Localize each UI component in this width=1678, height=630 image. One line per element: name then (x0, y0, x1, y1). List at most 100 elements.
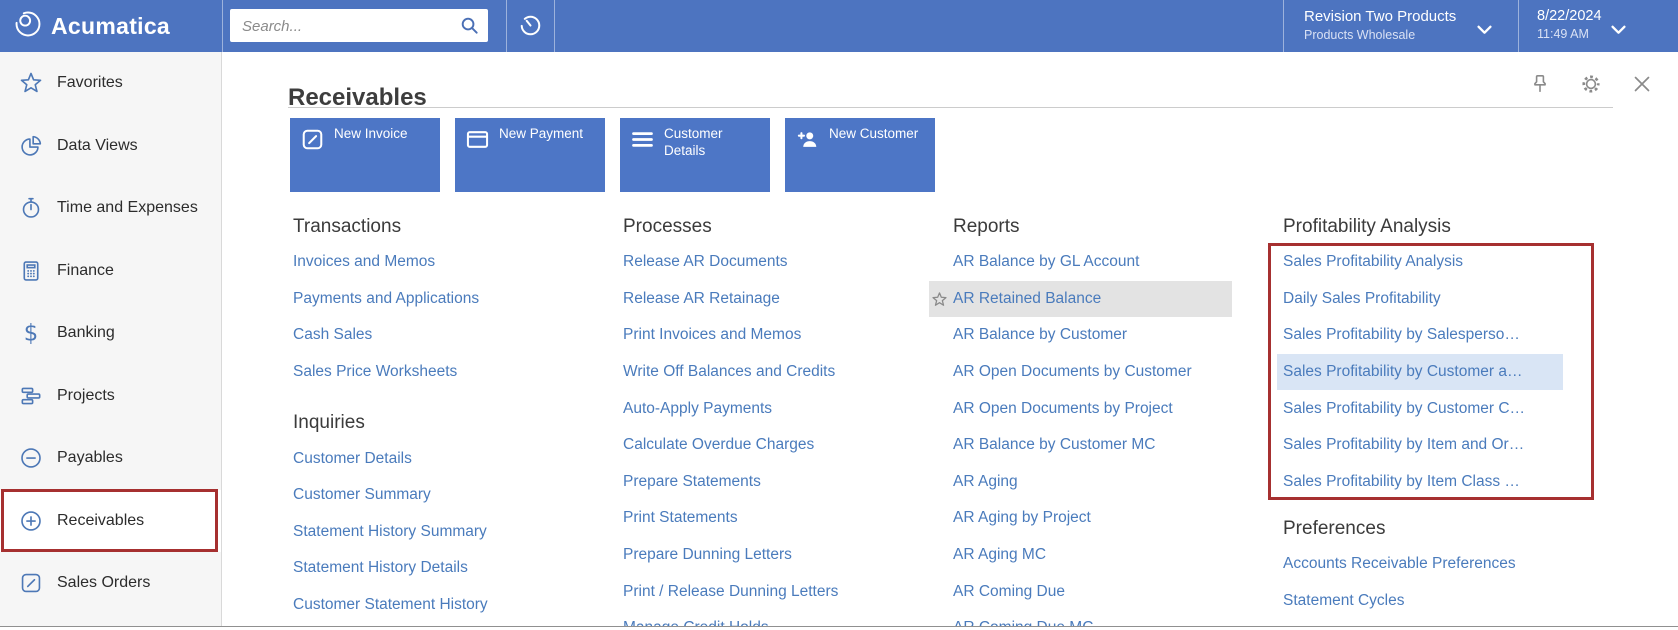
tile-new-customer[interactable]: New Customer (785, 118, 935, 192)
header-divider (288, 107, 1613, 108)
column-transactions-inquiries: Transactions Invoices and Memos Payments… (293, 210, 605, 623)
chevron-down-icon[interactable] (1611, 22, 1626, 40)
menu-link-label: AR Retained Balance (953, 289, 1102, 307)
column-processes: Processes Release AR Documents Release A… (623, 210, 935, 626)
menu-link[interactable]: Print Invoices and Memos (623, 326, 802, 344)
menu-link[interactable]: Statement History Summary (293, 522, 487, 540)
search-box (230, 9, 488, 43)
menu-link[interactable]: Payments and Applications (293, 289, 480, 307)
business-date: 8/22/2024 (1537, 8, 1602, 24)
menu-link[interactable]: Sales Profitability by Item Class … (1283, 472, 1520, 490)
menu-link[interactable]: Sales Profitability by Customer C… (1283, 399, 1526, 417)
menu-link[interactable]: Statement Cycles (1283, 592, 1405, 610)
menu-link[interactable]: Invoices and Memos (293, 253, 436, 271)
pie-chart-icon (17, 132, 44, 159)
topbar-divider (1283, 0, 1284, 52)
sidebar-item-label: Time and Expenses (57, 199, 198, 217)
menu-link[interactable]: AR Aging (953, 472, 1018, 490)
column-reports: Reports AR Balance by GL Account AR Reta… (929, 210, 1232, 626)
favorite-star-icon[interactable] (931, 291, 948, 313)
topbar-divider (1518, 0, 1519, 52)
quick-action-tiles: New Invoice New Payment Customer Details (290, 118, 935, 192)
tile-new-payment[interactable]: New Payment (455, 118, 605, 192)
sidebar-item-favorites[interactable]: Favorites (0, 52, 221, 115)
sidebar-item-finance[interactable]: Finance (0, 240, 221, 303)
menu-link[interactable]: Cash Sales (293, 326, 373, 344)
processes-list: Release AR Documents Release AR Retainag… (623, 244, 935, 626)
search-icon[interactable] (458, 14, 481, 42)
menu-link[interactable]: Customer Statement History (293, 596, 488, 614)
tile-label: New Payment (499, 126, 584, 141)
menu-link[interactable]: AR Balance by Customer (953, 326, 1128, 344)
column-profitability-preferences: Profitability Analysis Sales Profitabili… (1277, 210, 1563, 619)
menu-link[interactable]: Release AR Retainage (623, 289, 780, 307)
menu-link[interactable]: Accounts Receivable Preferences (1283, 555, 1516, 573)
menu-link[interactable]: AR Aging by Project (953, 509, 1091, 527)
add-customer-icon (794, 126, 821, 158)
sidebar-item-data-views[interactable]: Data Views (0, 115, 221, 178)
menu-link[interactable]: AR Aging MC (953, 546, 1047, 564)
menu-link[interactable]: Prepare Dunning Letters (623, 546, 792, 564)
company-selector[interactable]: Revision Two Products Products Wholesale (1304, 8, 1500, 42)
sidebar-item-projects[interactable]: Projects (0, 365, 221, 428)
credit-card-icon (464, 126, 491, 158)
close-icon[interactable] (1630, 72, 1654, 96)
business-date-button[interactable] (516, 12, 544, 40)
pin-icon[interactable] (1528, 72, 1552, 96)
menu-link[interactable]: AR Open Documents by Project (953, 399, 1173, 417)
menu-link[interactable]: Print / Release Dunning Letters (623, 582, 839, 600)
acumatica-logo[interactable]: Acumatica (13, 9, 170, 44)
menu-link[interactable]: Auto-Apply Payments (623, 399, 773, 417)
sidebar-item-payables[interactable]: Payables (0, 427, 221, 490)
tile-new-invoice[interactable]: New Invoice (290, 118, 440, 192)
calculator-icon (17, 257, 44, 284)
menu-link[interactable]: AR Balance by GL Account (953, 253, 1140, 271)
menu-link[interactable]: Daily Sales Profitability (1283, 289, 1441, 307)
section-title-preferences: Preferences (1283, 518, 1386, 540)
menu-link[interactable]: Prepare Statements (623, 472, 761, 490)
svg-text:$: $ (23, 321, 37, 346)
menu-link[interactable]: Sales Profitability by Item and Or… (1283, 436, 1525, 454)
section-title-processes: Processes (623, 216, 712, 237)
menu-link[interactable]: AR Coming Due MC (929, 610, 1232, 626)
sidebar-item-label: Favorites (57, 74, 123, 92)
menu-link[interactable]: Customer Summary (293, 486, 431, 504)
tile-label: New Customer (829, 126, 919, 141)
menu-link[interactable]: Manage Credit Holds (623, 610, 935, 626)
bottom-divider (0, 626, 1678, 627)
menu-link[interactable]: Release AR Documents (623, 253, 788, 271)
sidebar-item-label: Finance (57, 261, 114, 279)
company-name: Revision Two Products (1304, 8, 1457, 25)
menu-link[interactable]: AR Open Documents by Customer (953, 363, 1192, 381)
sidebar-item-time-and-expenses[interactable]: Time and Expenses (0, 177, 221, 240)
menu-link[interactable]: AR Balance by Customer MC (953, 436, 1156, 454)
tile-customer-details[interactable]: Customer Details (620, 118, 770, 192)
menu-link[interactable]: Print Statements (623, 509, 738, 527)
menu-link-sales-profitability-by-customer[interactable]: Sales Profitability by Customer a… (1277, 353, 1563, 391)
company-branch: Products Wholesale (1304, 28, 1416, 42)
menu-link[interactable]: Calculate Overdue Charges (623, 436, 815, 454)
search-input[interactable] (240, 10, 456, 43)
acumatica-logo-icon (13, 9, 43, 44)
menu-link[interactable]: Sales Profitability Analysis (1283, 253, 1464, 271)
topbar: Acumatica Revision Two Products (0, 0, 1678, 52)
menu-link[interactable]: Sales Profitability by Salesperso… (1283, 326, 1520, 344)
menu-link[interactable]: Customer Details (293, 449, 412, 467)
section-title-profitability-analysis: Profitability Analysis (1283, 216, 1451, 237)
gear-icon[interactable] (1579, 72, 1603, 96)
sidebar-item-label: Payables (57, 449, 123, 467)
business-date-selector[interactable]: 8/22/2024 11:49 AM (1537, 8, 1627, 41)
sidebar-item-banking[interactable]: $ Banking (0, 302, 221, 365)
menu-link[interactable]: Write Off Balances and Credits (623, 363, 836, 381)
sidebar-item-sales-orders[interactable]: Sales Orders (0, 552, 221, 615)
reports-list: AR Balance by GL Account AR Retained Bal… (929, 244, 1232, 626)
chevron-down-icon[interactable] (1477, 22, 1492, 40)
inquiries-list: Customer Details Customer Summary Statem… (293, 440, 605, 623)
menu-link[interactable]: Sales Price Worksheets (293, 363, 458, 381)
menu-link[interactable]: AR Coming Due (953, 582, 1065, 600)
minus-circle-icon (17, 445, 44, 472)
menu-link[interactable]: Statement History Details (293, 559, 468, 577)
sidebar-item-receivables[interactable]: Receivables (0, 489, 221, 552)
section-title-inquiries: Inquiries (293, 412, 365, 434)
menu-link-ar-retained-balance[interactable]: AR Retained Balance (929, 280, 1232, 318)
